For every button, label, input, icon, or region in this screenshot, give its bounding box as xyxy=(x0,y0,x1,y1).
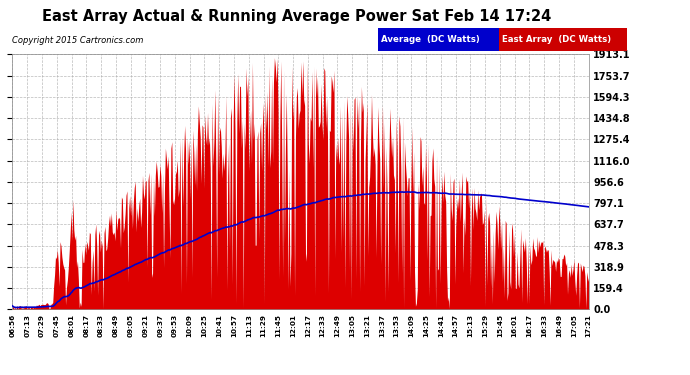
Text: East Array  (DC Watts): East Array (DC Watts) xyxy=(502,35,611,44)
Text: Average  (DC Watts): Average (DC Watts) xyxy=(381,35,480,44)
Text: Copyright 2015 Cartronics.com: Copyright 2015 Cartronics.com xyxy=(12,36,144,45)
Text: East Array Actual & Running Average Power Sat Feb 14 17:24: East Array Actual & Running Average Powe… xyxy=(42,9,551,24)
